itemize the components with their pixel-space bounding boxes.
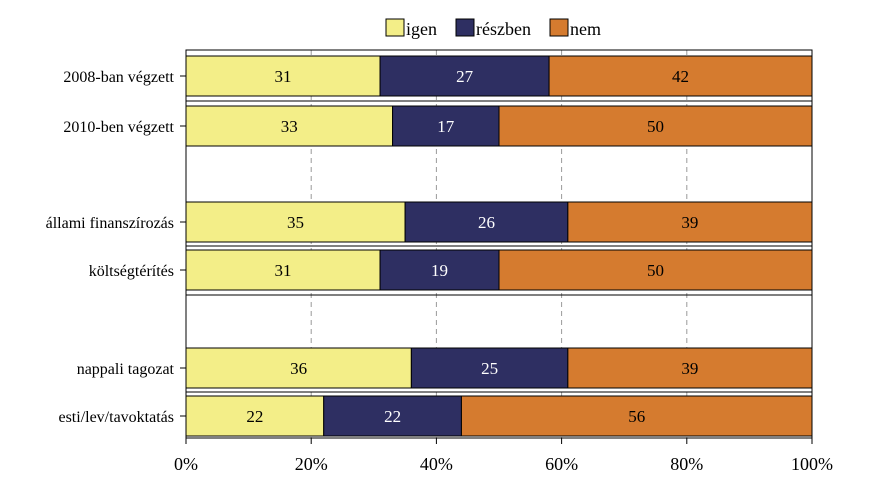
bar-nem-4: [498, 249, 813, 291]
bar-részben-3: [404, 201, 569, 243]
data-label-igen-1: 33: [281, 117, 298, 136]
bar-nem-6: [567, 347, 813, 389]
legend-swatch-igen: [385, 18, 405, 37]
data-label-részben-1: 17: [437, 117, 455, 136]
bar-részben-7: [323, 395, 462, 437]
data-label-nem-6: 39: [681, 359, 698, 378]
data-label-igen-6: 36: [290, 359, 307, 378]
bar-igen-1: [185, 105, 394, 147]
plot-border: [185, 49, 813, 439]
data-label-igen-3: 35: [287, 213, 304, 232]
category-label: 2010-ben végzett: [63, 119, 174, 136]
legend-label-igen: igen: [406, 19, 437, 39]
data-label-részben-3: 26: [478, 213, 495, 232]
data-label-részben-6: 25: [481, 359, 498, 378]
data-label-igen-0: 31: [275, 67, 292, 86]
bar-igen-7: [185, 395, 325, 437]
bar-nem-7: [460, 395, 813, 437]
legend-swatch-nem: [549, 18, 569, 37]
bar-igen-3: [185, 201, 406, 243]
data-label-igen-4: 31: [275, 261, 292, 280]
data-label-részben-0: 27: [456, 67, 474, 86]
category-label: esti/lev/tavoktatás: [58, 409, 174, 426]
data-label-nem-4: 50: [647, 261, 664, 280]
x-tick-label: 40%: [420, 454, 453, 474]
bar-nem-1: [498, 105, 813, 147]
data-label-nem-3: 39: [681, 213, 698, 232]
bar-részben-0: [379, 55, 550, 97]
data-label-nem-1: 50: [647, 117, 664, 136]
category-labels: 2008-ban végzett 2010-ben végzett állami f…: [46, 69, 186, 426]
data-label-részben-7: 22: [384, 407, 401, 426]
bar-igen-4: [185, 249, 381, 291]
x-axis-ticks: 0% 20% 40% 60% 80% 100%: [174, 438, 833, 474]
bars-group: 31 27 42 33 17 50 35 26 39 31 19 50 36 25 39 22 22 56: [185, 55, 813, 437]
data-label-nem-0: 42: [672, 67, 689, 86]
category-label: nappali tagozat: [77, 361, 175, 378]
legend-swatch-részben: [455, 18, 475, 37]
category-label: állami finanszírozás: [46, 215, 174, 232]
row-separators: [186, 100, 812, 393]
data-label-részben-4: 19: [431, 261, 448, 280]
x-tick-label: 0%: [174, 454, 198, 474]
legend-label-nem: nem: [570, 19, 601, 39]
x-tick-label: 80%: [670, 454, 703, 474]
x-tick-label: 100%: [791, 454, 833, 474]
x-tick-label: 20%: [295, 454, 328, 474]
bar-részben-4: [379, 249, 500, 291]
x-tick-label: 60%: [545, 454, 578, 474]
category-label: 2008-ban végzett: [63, 69, 174, 86]
chart-legend: igen részben nem: [385, 18, 601, 39]
bar-részben-1: [392, 105, 500, 147]
category-label: költségtérítés: [89, 263, 174, 280]
bar-nem-3: [567, 201, 813, 243]
data-label-nem-7: 56: [628, 407, 645, 426]
bar-részben-6: [410, 347, 569, 389]
bar-igen-0: [185, 55, 381, 97]
legend-label-részben: részben: [476, 19, 531, 39]
data-label-igen-7: 22: [246, 407, 263, 426]
bar-nem-0: [548, 55, 813, 97]
